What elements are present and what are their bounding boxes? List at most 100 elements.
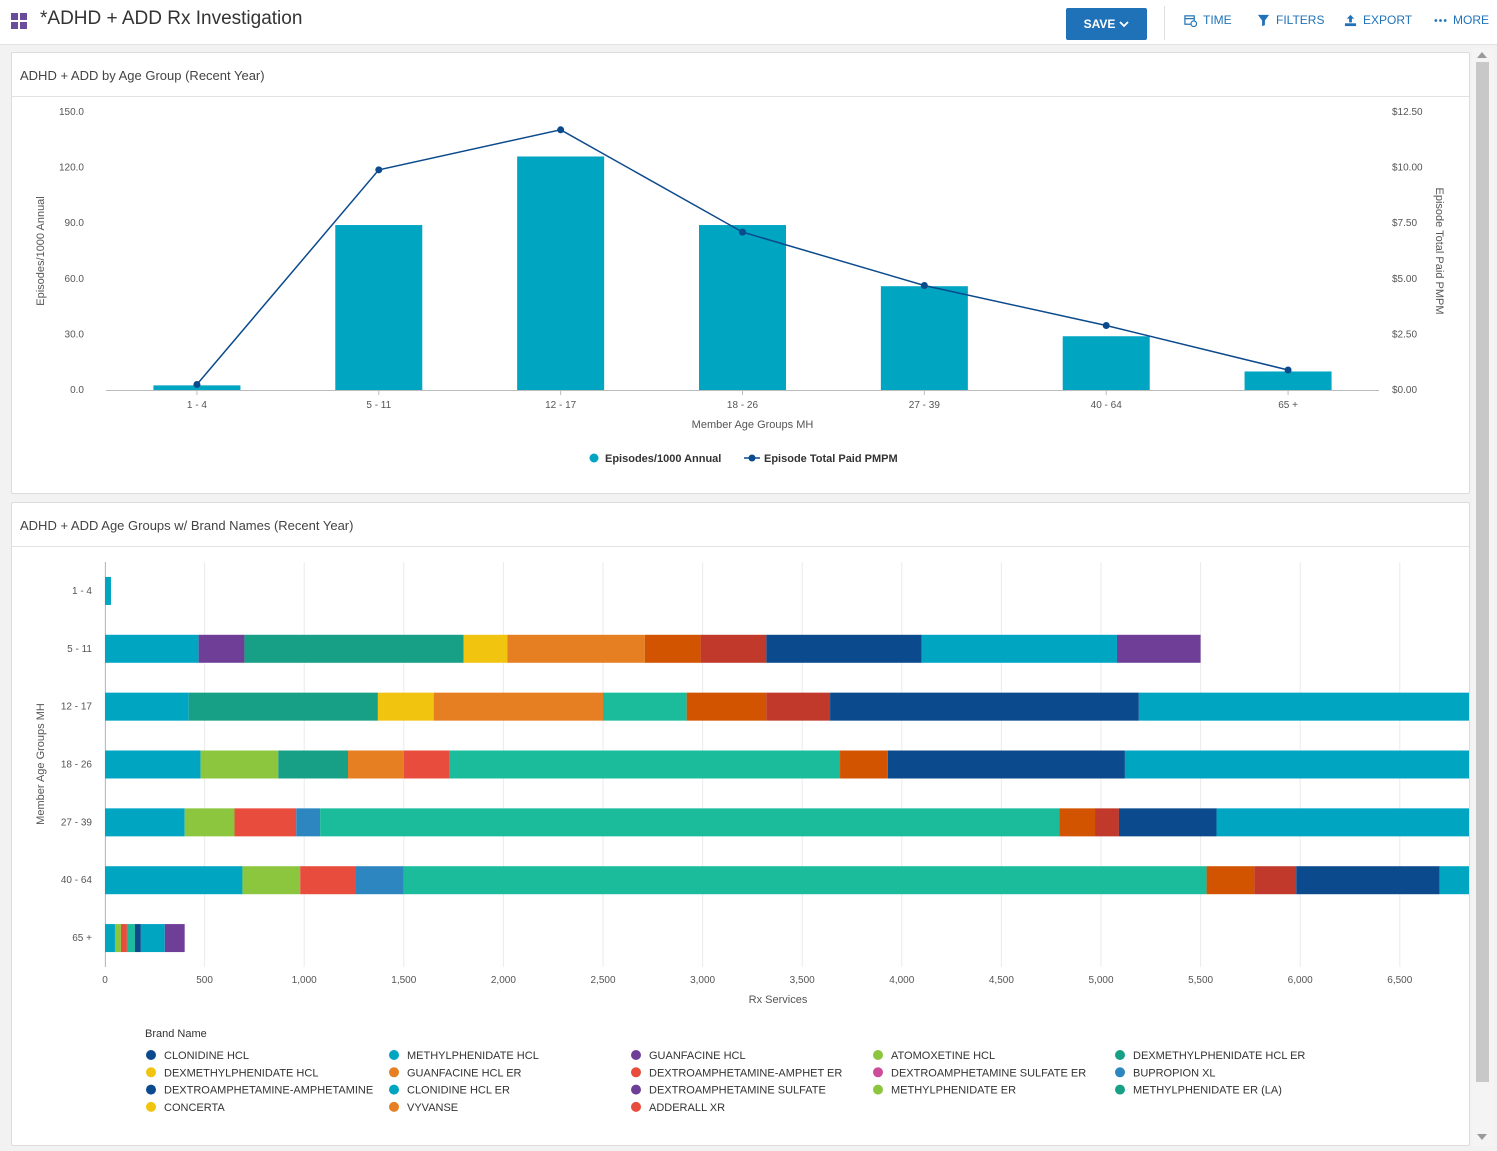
x-axis-tick-label: 6,000: [1288, 975, 1313, 986]
bar-segment: [1296, 866, 1440, 895]
bar-episodes: [335, 225, 423, 390]
legend-label: GUANFACINE HCL: [649, 1050, 746, 1062]
more-button[interactable]: MORE: [1434, 13, 1489, 27]
filters-button[interactable]: FILTERS: [1257, 13, 1324, 27]
legend-marker: [389, 1067, 399, 1078]
bar-episodes: [699, 225, 786, 390]
bar-segment: [184, 808, 235, 837]
app-grid-icon[interactable]: [11, 13, 27, 29]
x-axis-tick-label: 40 - 64: [1091, 400, 1123, 411]
bar-segment: [105, 576, 111, 605]
bar-segment: [830, 692, 1139, 721]
top-toolbar: *ADHD + ADD Rx Investigation SAVE TIME F…: [0, 0, 1497, 45]
legend-label: METHYLPHENIDATE ER: [891, 1085, 1016, 1097]
bar-segment: [1216, 808, 1469, 837]
bar-segment: [105, 924, 115, 953]
legend-label: DEXTROAMPHETAMINE SULFATE: [649, 1085, 826, 1097]
time-button[interactable]: TIME: [1184, 13, 1232, 27]
y-axis-tick-label: 5 - 11: [67, 644, 92, 655]
legend-marker: [631, 1067, 641, 1078]
x-axis-tick-label: 500: [196, 975, 213, 986]
y2-axis-tick-label: $7.50: [1392, 218, 1417, 229]
x-axis-tick-label: 4,000: [889, 975, 914, 986]
bar-segment: [120, 924, 127, 953]
legend-label: DEXTROAMPHETAMINE-AMPHETAMINE: [164, 1085, 373, 1097]
bar-segment: [766, 634, 922, 663]
x-axis-title: Rx Services: [749, 994, 808, 1006]
legend-label: METHYLPHENIDATE HCL: [407, 1050, 539, 1062]
vertical-scrollbar[interactable]: [1472, 48, 1494, 1146]
panel-title: ADHD + ADD by Age Group (Recent Year): [20, 68, 265, 83]
panel-title: ADHD + ADD Age Groups w/ Brand Names (Re…: [20, 518, 354, 533]
age-group-combo-chart: 0.0 30.0 60.0 90.0 120.0 150.0 $0.00 $2.50 $5.00…: [35, 107, 1445, 465]
bar-segment: [507, 634, 645, 663]
line-point: [1102, 322, 1110, 330]
save-button[interactable]: SAVE: [1066, 8, 1147, 40]
y2-axis-tick-label: $0.00: [1392, 385, 1417, 396]
legend-marker: [631, 1084, 641, 1095]
time-button-label: TIME: [1203, 13, 1232, 27]
legend-label: METHYLPHENIDATE ER (LA): [1133, 1085, 1282, 1097]
bar-segment: [140, 924, 165, 953]
legend-label: Episode Total Paid PMPM: [764, 453, 898, 465]
bar-segment: [296, 808, 321, 837]
scrollbar-thumb[interactable]: [1476, 62, 1489, 1082]
y-axis-tick-label: 1 - 4: [72, 586, 92, 597]
legend-label: Episodes/1000 Annual: [605, 453, 721, 465]
line-point: [1284, 366, 1292, 374]
more-button-label: MORE: [1453, 13, 1489, 27]
x-axis-title: Member Age Groups MH: [692, 419, 814, 431]
bar-segment: [278, 750, 349, 779]
y2-axis-tick-label: $10.00: [1392, 163, 1423, 174]
x-axis-tick-label: 1,000: [292, 975, 317, 986]
bar-segment: [114, 924, 121, 953]
legend-label: CLONIDINE HCL ER: [407, 1085, 510, 1097]
chevron-down-icon: [1119, 21, 1130, 28]
legend-title: Brand Name: [145, 1028, 207, 1040]
export-button-label: EXPORT: [1363, 13, 1413, 27]
y-axis-tick-label: 12 - 17: [61, 702, 93, 713]
scroll-up-icon[interactable]: [1477, 52, 1487, 58]
bar-episodes: [517, 156, 605, 390]
filter-icon: [1257, 14, 1270, 26]
x-axis-tick-label: 2,500: [590, 975, 615, 986]
legend-marker: [146, 1101, 156, 1112]
legend-marker: [1115, 1050, 1125, 1060]
x-axis-tick-label: 12 - 17: [545, 400, 577, 411]
bar-segment: [188, 692, 378, 721]
bar-segment: [300, 866, 356, 895]
legend-marker: [1115, 1067, 1125, 1078]
x-axis-tick-label: 3,000: [690, 975, 715, 986]
x-axis-tick-label: 3,500: [790, 975, 815, 986]
bar-segment: [463, 634, 508, 663]
bar-segment: [449, 750, 841, 779]
bar-segment: [603, 692, 687, 721]
legend-marker: [873, 1050, 883, 1060]
age-group-chart-panel: ADHD + ADD by Age Group (Recent Year) 0.…: [11, 52, 1470, 494]
y2-axis-tick-label: $5.00: [1392, 274, 1417, 285]
bar-segment: [200, 750, 279, 779]
x-axis-tick-label: 0: [102, 975, 108, 986]
bar-segment: [348, 750, 404, 779]
legend-marker: [389, 1084, 399, 1095]
legend-marker: [146, 1067, 156, 1078]
y-axis-title: Member Age Groups MH: [35, 703, 47, 825]
x-axis-tick-label: 27 - 39: [909, 400, 941, 411]
export-icon: [1344, 14, 1357, 26]
bar-segment: [164, 924, 185, 953]
line-point: [193, 380, 201, 388]
brand-names-chart-panel: ADHD + ADD Age Groups w/ Brand Names (Re…: [11, 502, 1470, 1146]
scroll-down-icon[interactable]: [1477, 1134, 1487, 1140]
x-axis-tick-label: 1,500: [391, 975, 416, 986]
legend-label: DEXTROAMPHETAMINE-AMPHET ER: [649, 1067, 842, 1079]
line-point: [739, 228, 746, 236]
x-axis-tick-label: 65 +: [1278, 400, 1298, 411]
toolbar-divider: [1164, 6, 1165, 40]
export-button[interactable]: EXPORT: [1344, 13, 1412, 27]
page-title: *ADHD + ADD Rx Investigation: [40, 8, 303, 29]
y-axis-tick-label: 60.0: [65, 274, 85, 285]
save-button-label: SAVE: [1083, 17, 1116, 31]
y-axis-tick-label: 120.0: [59, 163, 84, 174]
bar-episodes: [880, 286, 968, 390]
y-axis-tick-label: 150.0: [59, 107, 84, 118]
